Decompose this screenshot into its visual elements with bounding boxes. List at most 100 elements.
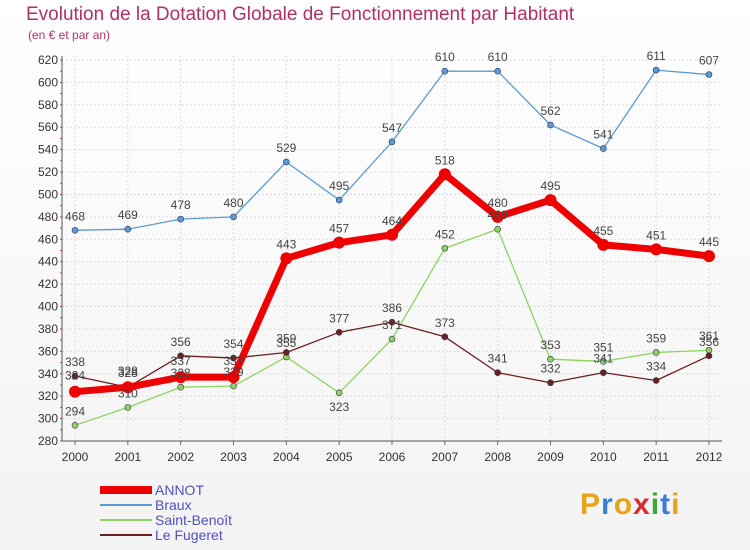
- data-point-saint-beno-t: [335, 389, 343, 397]
- data-point-annot: [174, 371, 187, 384]
- data-label-le-fugeret: 332: [540, 362, 560, 376]
- data-label-le-fugeret: 377: [329, 311, 349, 325]
- legend-label: ANNOT: [155, 482, 204, 498]
- x-tick-label: 2000: [62, 450, 89, 464]
- data-label-braux: 469: [118, 208, 138, 222]
- y-tick-label: 540: [38, 143, 58, 157]
- data-point-annot: [386, 228, 398, 241]
- data-label-saint-beno-t: 452: [435, 227, 455, 241]
- x-tick-label: 2002: [167, 450, 194, 464]
- data-point-saint-beno-t: [547, 355, 554, 363]
- legend-label: Braux: [155, 497, 192, 513]
- x-tick-label: 2009: [537, 450, 564, 464]
- chart-subtitle: (en € et par an): [28, 28, 111, 42]
- data-label-braux: 610: [435, 50, 455, 64]
- data-label-braux: 480: [223, 196, 243, 210]
- data-label-le-fugeret: 341: [593, 352, 613, 366]
- data-label-le-fugeret: 341: [488, 352, 508, 366]
- x-tick-label: 2004: [273, 450, 300, 464]
- x-tick-label: 2008: [484, 450, 511, 464]
- data-label-annot: 455: [593, 224, 613, 238]
- y-tick-label: 580: [38, 98, 58, 112]
- data-label-saint-beno-t: 310: [118, 386, 138, 400]
- data-point-saint-beno-t: [494, 225, 501, 233]
- data-point-le-fugeret: [177, 352, 184, 360]
- data-label-le-fugeret: 338: [65, 355, 85, 369]
- y-tick-label: 320: [38, 389, 58, 403]
- y-tick-label: 520: [38, 165, 58, 179]
- data-label-annot: 451: [646, 228, 666, 242]
- data-point-annot: [597, 238, 610, 251]
- data-point-braux: [600, 145, 607, 152]
- x-tick-label: 2005: [326, 450, 353, 464]
- grid: [62, 56, 722, 442]
- y-tick-label: 340: [38, 367, 58, 381]
- data-point-saint-beno-t: [230, 382, 237, 390]
- data-label-annot: 518: [435, 153, 455, 167]
- y-tick-label: 460: [38, 232, 58, 246]
- data-point-annot: [491, 210, 504, 223]
- data-label-annot: 324: [65, 369, 85, 383]
- y-tick-label: 420: [38, 277, 58, 291]
- chart-title: Evolution de la Dotation Globale de Fonc…: [26, 4, 575, 25]
- data-label-braux: 607: [699, 54, 719, 68]
- proxiti-logo: Proxiti: [580, 488, 681, 521]
- data-point-braux: [177, 215, 184, 223]
- data-point-braux: [335, 196, 343, 204]
- data-label-le-fugeret: 373: [435, 316, 455, 330]
- data-label-saint-beno-t: 469: [488, 208, 508, 222]
- y-tick-label: 560: [38, 120, 58, 134]
- y-tick-label: 400: [38, 300, 58, 314]
- data-point-braux: [388, 138, 396, 146]
- data-label-braux: 468: [65, 209, 85, 223]
- data-label-braux: 562: [540, 104, 560, 118]
- legend-swatch: [100, 504, 152, 506]
- data-label-braux: 541: [593, 128, 613, 142]
- series-group: [69, 66, 715, 429]
- x-tick-label: 2011: [643, 450, 669, 464]
- legend-swatch: [100, 519, 152, 521]
- data-label-braux: 610: [488, 50, 508, 64]
- data-point-le-fugeret: [600, 369, 607, 376]
- data-label-saint-beno-t: 353: [540, 338, 560, 352]
- data-label-saint-beno-t: 351: [593, 340, 613, 354]
- data-point-braux: [230, 213, 237, 221]
- y-tick-label: 620: [38, 53, 58, 67]
- data-label-braux: 529: [276, 141, 296, 155]
- data-label-annot: 337: [171, 354, 191, 368]
- data-label-annot: 328: [118, 364, 138, 378]
- data-label-saint-beno-t: 328: [171, 366, 191, 380]
- data-label-le-fugeret: 356: [171, 335, 191, 349]
- data-point-braux: [705, 71, 713, 78]
- data-point-braux: [494, 67, 501, 75]
- data-label-annot: 464: [382, 214, 402, 228]
- data-point-braux: [547, 121, 554, 129]
- data-point-annot: [121, 381, 134, 394]
- data-point-le-fugeret: [388, 318, 396, 326]
- data-point-saint-beno-t: [71, 422, 79, 429]
- data-label-saint-beno-t: 371: [382, 318, 402, 332]
- data-label-braux: 478: [171, 198, 191, 212]
- data-point-le-fugeret: [705, 352, 713, 360]
- data-label-braux: 547: [382, 121, 402, 135]
- data-point-saint-beno-t: [600, 358, 607, 365]
- data-point-saint-beno-t: [124, 404, 132, 411]
- data-label-annot: 443: [276, 237, 296, 251]
- data-label-le-fugeret: 354: [223, 337, 243, 351]
- x-tick-label: 2001: [114, 450, 141, 464]
- data-label-le-fugeret: 334: [646, 359, 666, 373]
- data-point-braux: [652, 66, 660, 74]
- y-tick-label: 600: [38, 75, 58, 89]
- x-tick-label: 2012: [696, 450, 723, 464]
- data-point-braux: [283, 158, 290, 166]
- data-point-le-fugeret: [547, 379, 554, 387]
- data-point-saint-beno-t: [441, 244, 449, 252]
- data-point-annot: [703, 250, 715, 263]
- y-tick-label: 300: [38, 412, 58, 426]
- y-tick-label: 500: [38, 187, 58, 201]
- legend-swatch: [100, 534, 152, 536]
- data-label-annot: 457: [329, 222, 349, 236]
- data-point-annot: [69, 385, 81, 398]
